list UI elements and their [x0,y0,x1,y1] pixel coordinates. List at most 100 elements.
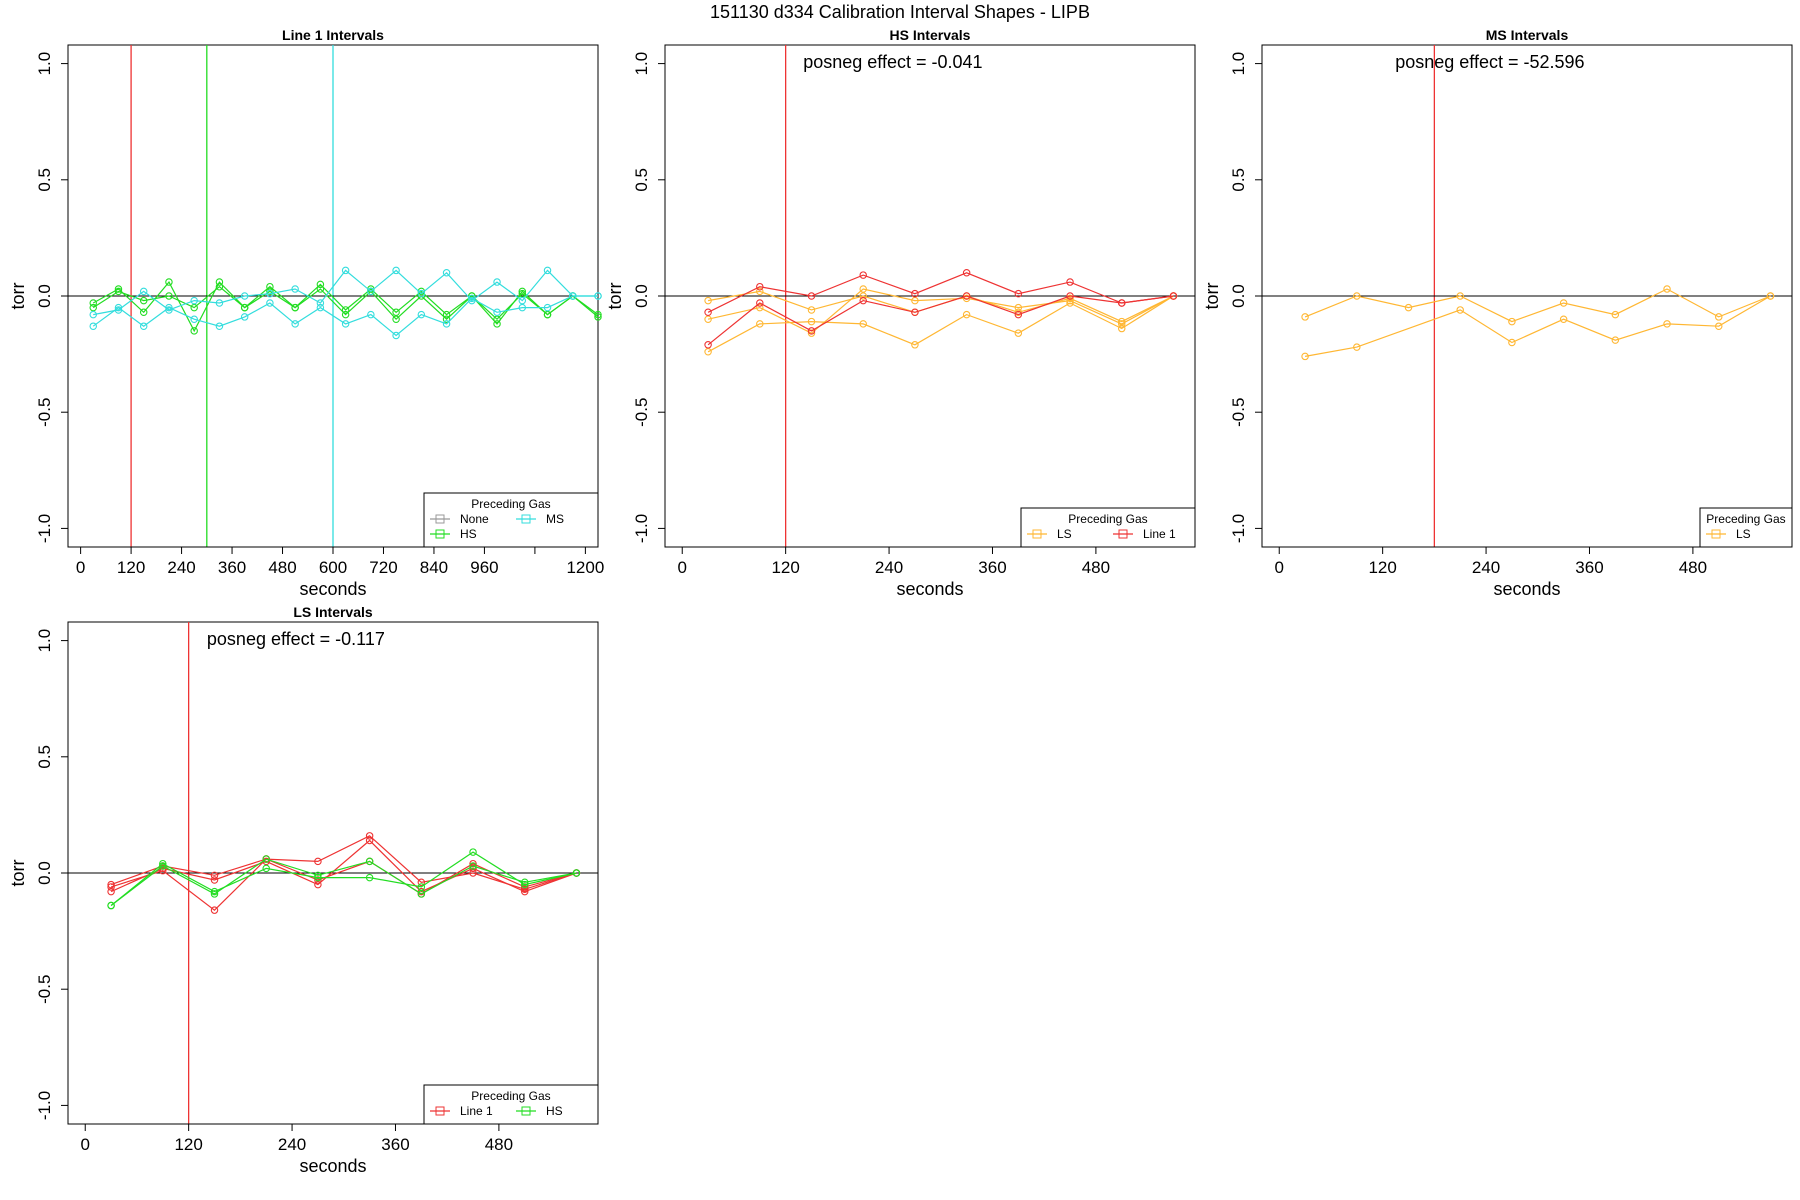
series-line-hs [92,285,599,321]
x-tick-label: 120 [771,558,799,577]
series-line-line-1 [110,839,577,893]
chart-title: MS Intervals [1486,27,1569,43]
x-tick-label: 0 [1275,558,1284,577]
data-point [417,310,426,319]
data-point [468,296,476,305]
x-tick-label: 360 [978,558,1006,577]
data-point [493,320,501,328]
x-tick-label: 360 [218,558,246,577]
y-tick-label: -0.5 [1229,398,1248,427]
data-point [190,315,198,323]
data-point [89,299,97,307]
data-point [543,266,552,275]
series-line-ms [93,269,598,316]
data-point [210,876,219,884]
y-tick-label: -1.0 [35,1091,54,1120]
y-tick-label: 1.0 [35,52,54,76]
data-point [266,287,274,296]
legend-swatch-marker [1711,529,1721,539]
posneg-annotation: posneg effect = -0.041 [803,52,982,72]
data-point [859,320,867,328]
data-point [159,866,167,875]
data-point [215,278,224,286]
data-point [1301,352,1309,361]
data-point [367,287,375,296]
x-tick-label: 240 [278,1135,306,1154]
data-point [859,285,867,293]
x-axis-label: seconds [299,1156,366,1176]
y-tick-label: -1.0 [35,514,54,543]
x-tick-label: 0 [81,1135,90,1154]
legend-title: Preceding Gas [1706,512,1785,526]
data-point [569,292,577,300]
data-point [139,287,148,296]
data-point [1117,324,1126,333]
x-tick-label: 360 [1575,558,1603,577]
legend-swatch-marker [435,1106,445,1116]
data-point [493,278,501,286]
data-point [962,310,971,319]
data-point [807,292,816,300]
data-point [314,857,322,866]
data-point [1353,343,1361,351]
data-point [107,901,115,910]
data-point [314,871,322,880]
data-point [190,296,198,305]
data-point [493,308,501,317]
data-point [493,315,501,323]
data-point [240,303,249,312]
data-point [139,308,148,317]
x-axis-label: seconds [299,579,366,599]
legend-swatch-marker [435,529,445,539]
data-point [1117,320,1126,328]
legend-swatch-marker [521,1106,531,1116]
legend-entry-label: MS [546,512,564,526]
data-point [442,315,451,323]
data-point [107,887,115,896]
y-tick-label: -1.0 [632,514,651,543]
data-point [1066,294,1074,303]
data-point [1066,299,1074,307]
x-tick-label: 1200 [566,558,604,577]
data-point [1117,299,1126,307]
x-tick-label: 480 [485,1135,513,1154]
data-point [316,280,325,289]
series-line-line-1 [707,272,1174,313]
data-point [756,320,764,328]
data-point [1014,308,1023,317]
data-point [1066,296,1074,305]
y-tick-label: 0.0 [632,284,651,308]
y-tick-label: 1.0 [35,629,54,653]
data-point [1117,317,1126,326]
data-point [210,906,219,914]
y-tick-label: 0.0 [35,284,54,308]
legend-entry-label: Line 1 [1143,527,1176,541]
data-point [1353,292,1361,300]
data-point [266,299,274,307]
data-point [911,296,919,305]
data-point [365,873,374,882]
series-line-ms [92,295,598,337]
data-point [1404,303,1413,312]
y-tick-label: 1.0 [1229,52,1248,76]
x-axis-label: seconds [896,579,963,599]
data-point [543,303,552,312]
data-point [341,320,350,328]
legend-swatch-marker [521,514,531,524]
data-point [1066,278,1074,286]
data-point [807,329,816,337]
data-point [417,883,426,891]
data-point [859,296,867,305]
data-point [367,310,375,319]
legend-title: Preceding Gas [1068,512,1147,526]
data-point [210,871,219,880]
legend-box [423,1084,599,1125]
data-point [262,864,270,873]
data-point [962,292,971,300]
data-point [266,282,274,291]
x-tick-label: 720 [369,558,397,577]
data-point [1508,317,1516,326]
legend-swatch-marker [435,514,445,524]
data-point [1611,336,1620,344]
